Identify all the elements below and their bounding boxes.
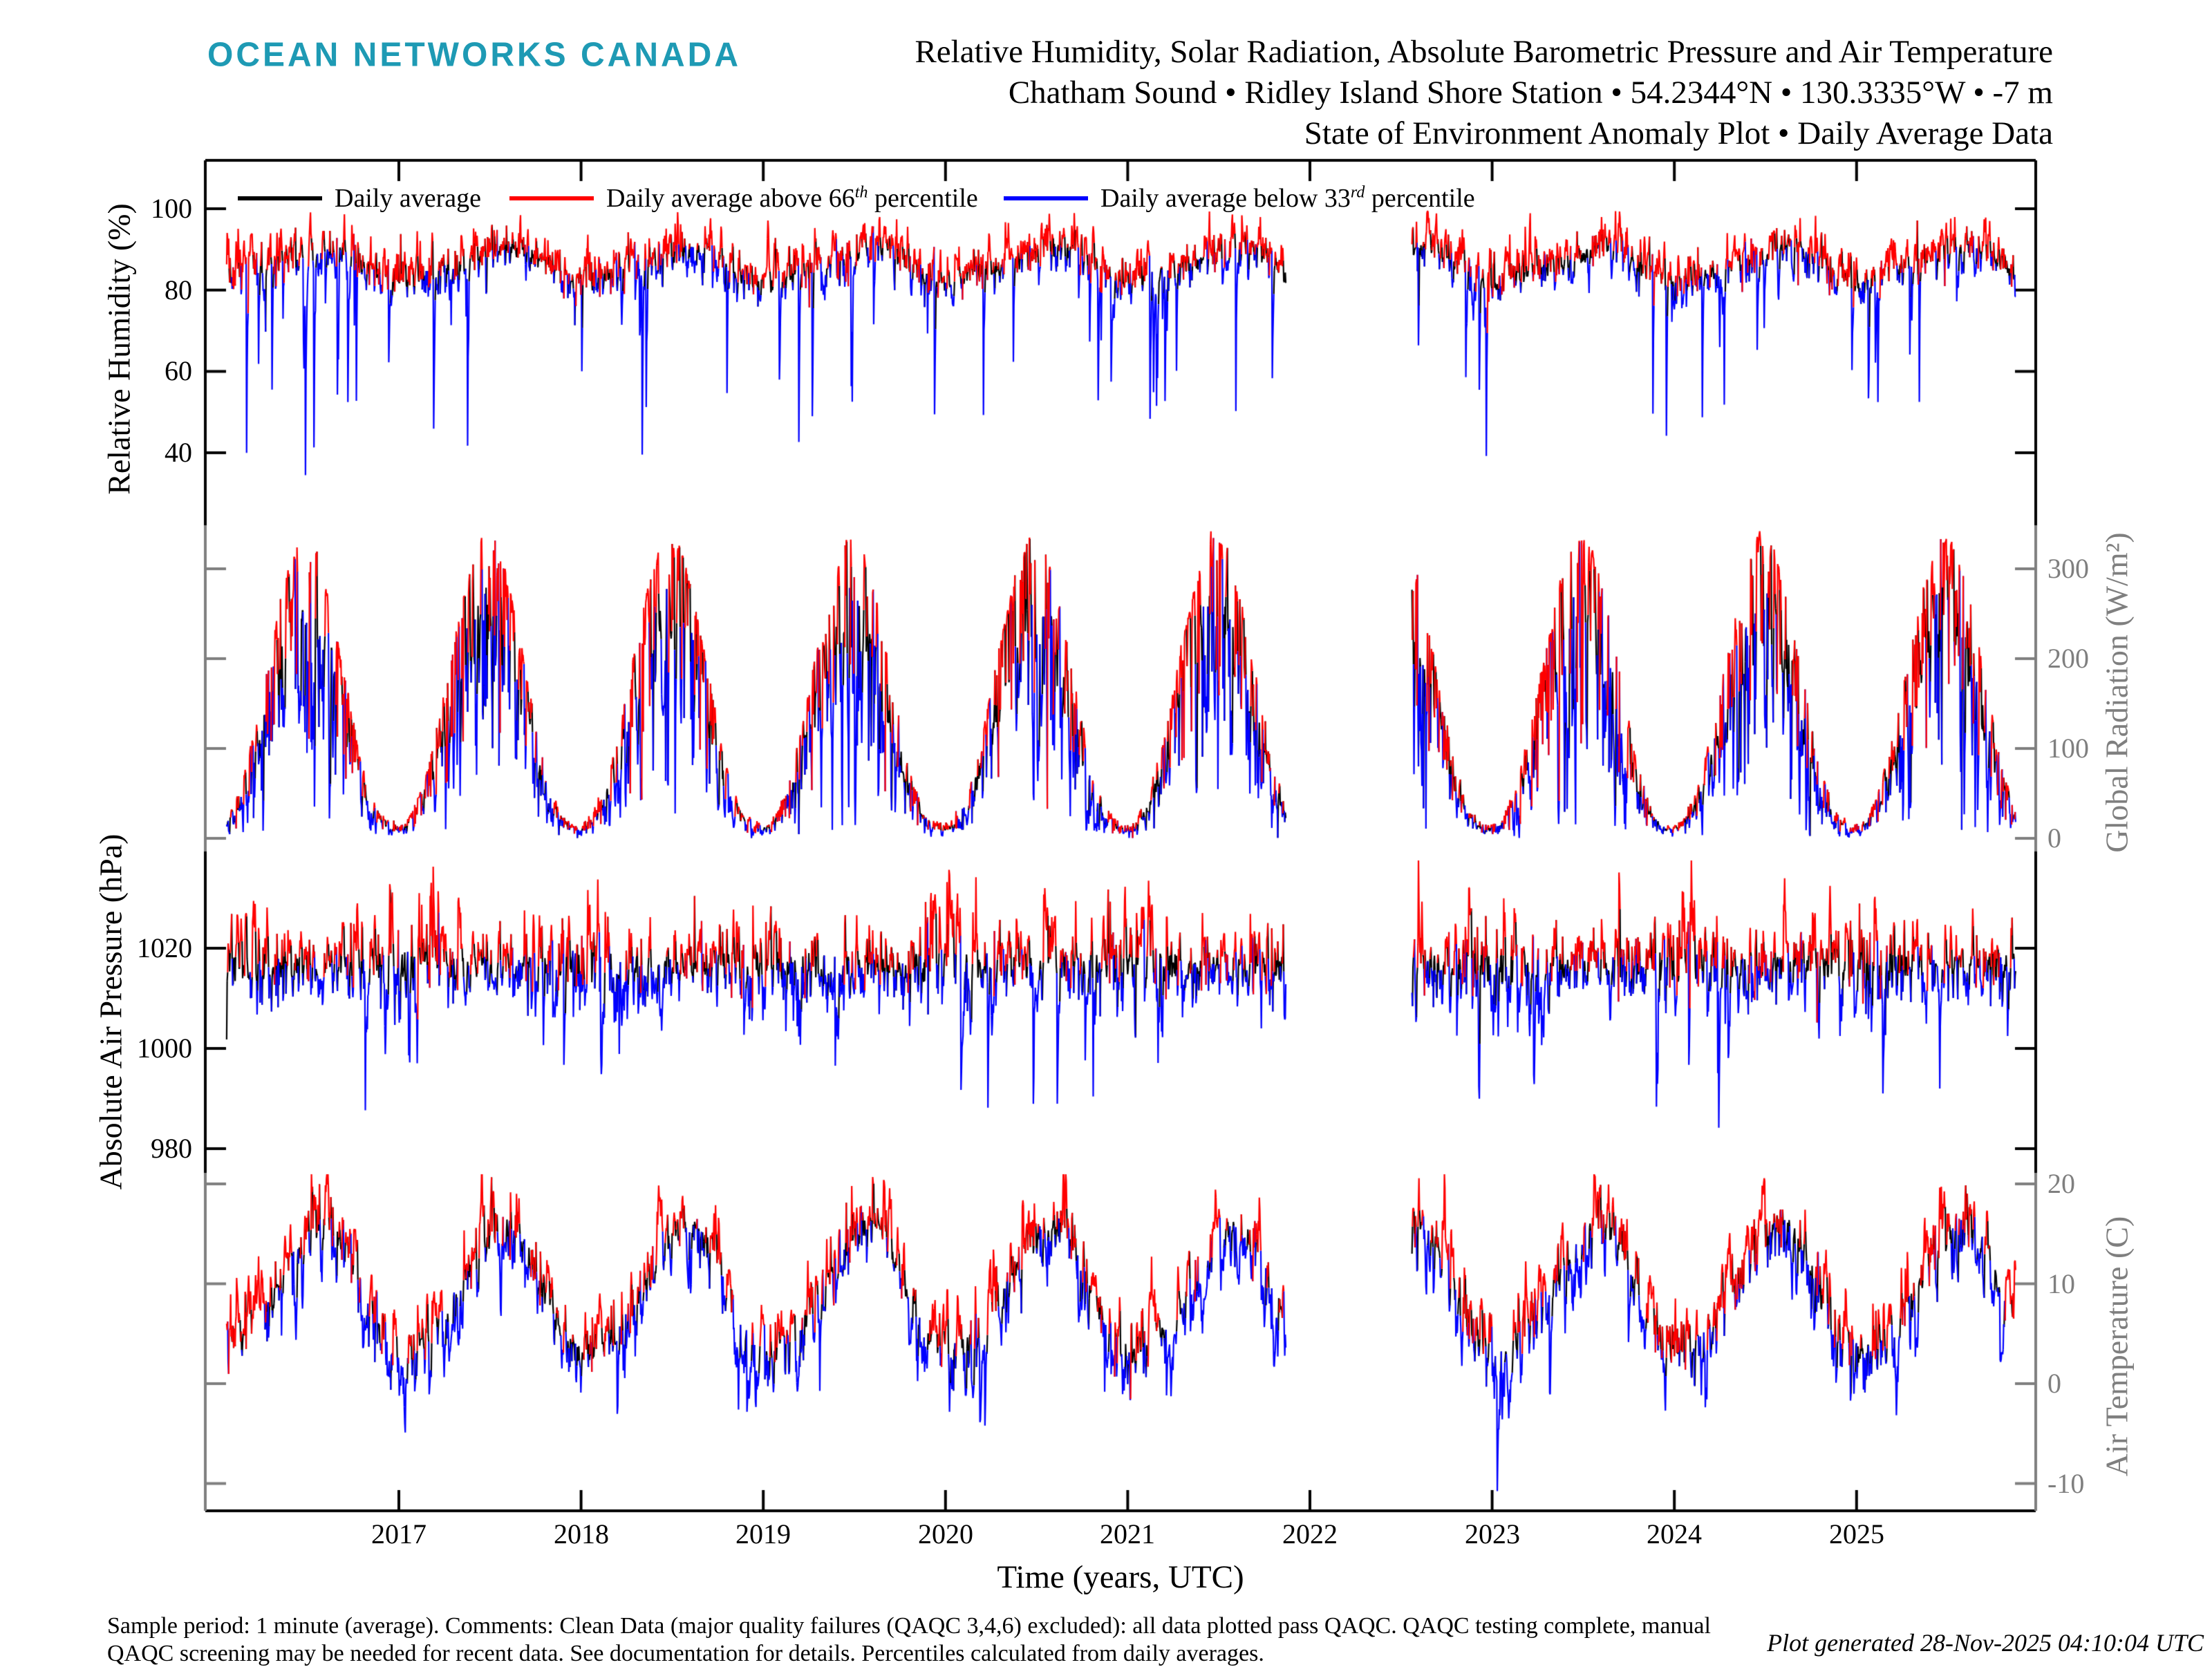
plot-generated-timestamp: Plot generated 28-Nov-2025 04:10:04 UTC: [1767, 1629, 2204, 1657]
rh-tick-80: 80: [165, 274, 192, 305]
pres-tick-980: 980: [151, 1133, 192, 1164]
xtick-2020: 2020: [918, 1518, 973, 1550]
legend-item-below-33rd: Daily average below 33rd percentile: [1004, 182, 1475, 215]
radiation-axis-title: Global Radiation (W/m²): [2099, 532, 2135, 853]
legend-line-black: [238, 196, 322, 200]
plot-title-line3: State of Environment Anomaly Plot • Dail…: [1304, 115, 2053, 151]
xtick-2021: 2021: [1100, 1518, 1155, 1550]
onc-logo: OCEAN NETWORKS CANADA: [207, 36, 741, 74]
legend-label: Daily average: [335, 184, 482, 213]
temp-tick-20: 20: [2047, 1168, 2075, 1199]
rad-tick-0: 0: [2047, 822, 2061, 854]
rad-tick-300: 300: [2047, 553, 2089, 584]
xtick-2019: 2019: [735, 1518, 791, 1550]
legend-line-red: [509, 196, 594, 200]
legend-label: Daily average below 33rd percentile: [1100, 183, 1475, 213]
xtick-2025: 2025: [1829, 1518, 1884, 1550]
legend-label: Daily average above 66th percentile: [606, 183, 978, 213]
rad-tick-100: 100: [2047, 733, 2089, 764]
plot-title-line1: Relative Humidity, Solar Radiation, Abso…: [915, 34, 2053, 70]
xtick-2023: 2023: [1465, 1518, 1520, 1550]
pres-tick-1020: 1020: [137, 932, 192, 963]
rad-tick-200: 200: [2047, 643, 2089, 674]
footer-comments-line2: QAQC screening may be needed for recent …: [107, 1641, 1264, 1666]
rh-tick-40: 40: [165, 437, 192, 468]
xtick-2022: 2022: [1282, 1518, 1338, 1550]
xtick-2017: 2017: [371, 1518, 427, 1550]
rh-tick-100: 100: [151, 193, 192, 224]
temp-tick-10: 10: [2047, 1268, 2075, 1299]
xtick-2018: 2018: [554, 1518, 609, 1550]
temperature-axis-title: Air Temperature (C): [2099, 1216, 2135, 1477]
pressure-axis-title: Absolute Air Pressure (hPa): [93, 834, 129, 1190]
x-axis-title: Time (years, UTC): [997, 1559, 1244, 1595]
legend-line-blue: [1004, 196, 1088, 200]
footer-comments-line1: Sample period: 1 minute (average). Comme…: [107, 1613, 1711, 1639]
rh-axis-title: Relative Humidity (%): [101, 203, 137, 495]
legend-item-above-66th: Daily average above 66th percentile: [509, 182, 978, 215]
legend-item-daily-average: Daily average: [238, 182, 481, 215]
xtick-2024: 2024: [1647, 1518, 1702, 1550]
plot-title-line2: Chatham Sound • Ridley Island Shore Stat…: [1008, 75, 2053, 111]
pres-tick-1000: 1000: [137, 1033, 192, 1064]
rh-tick-60: 60: [165, 355, 192, 386]
temp-tick-0: 0: [2047, 1368, 2061, 1399]
temp-tick-neg10: -10: [2047, 1468, 2085, 1499]
